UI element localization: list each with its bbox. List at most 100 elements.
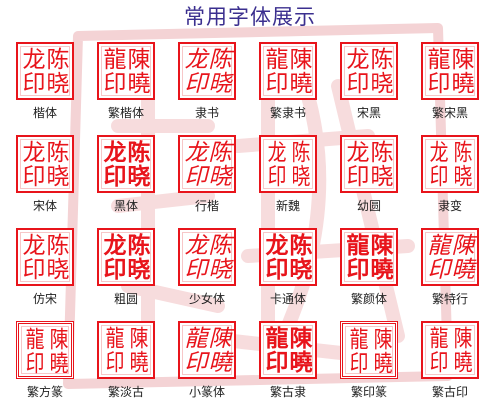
seal-sample: 龍陳印曉	[259, 42, 317, 100]
seal-character: 龙	[267, 140, 287, 166]
seal-character: 曉	[451, 257, 475, 283]
seal-sample: 龙陈印晓	[178, 228, 236, 286]
font-name-label: 隶书	[194, 106, 219, 120]
seal-sample: 龍陳印曉	[97, 321, 155, 379]
seal-character: 晓	[127, 257, 151, 283]
seal-character: 陈	[46, 140, 70, 166]
seal-character: 曉	[370, 257, 394, 283]
font-sample-cell: 龙陈印晓少女体	[170, 226, 244, 316]
seal-character: 晓	[370, 71, 394, 97]
font-name-label: 小篆体	[188, 385, 225, 399]
seal-sample: 龙陈印晓	[97, 135, 155, 193]
seal-inner-border	[101, 139, 151, 189]
font-sample-cell: 龍陳印曉繁隶书	[251, 40, 325, 130]
font-sample-cell: 龍陳印曉繁特行	[413, 226, 487, 316]
seal-inner-border	[425, 325, 475, 375]
seal-character: 陳	[127, 47, 151, 73]
seal-character: 龍	[429, 326, 449, 352]
seal-character: 印	[103, 164, 127, 190]
font-sample-cell: 龙陈印晓卡通体	[251, 226, 325, 316]
seal-character: 龙	[103, 140, 127, 166]
seal-character: 陳	[453, 326, 473, 352]
seal-inner-border	[182, 139, 232, 189]
font-sample-cell: 龙陈印晓宋体	[8, 133, 82, 223]
font-name-label: 宋体	[32, 199, 57, 213]
seal-character: 印	[346, 164, 370, 190]
seal-inner-border	[344, 232, 394, 282]
seal-character: 陳	[49, 327, 69, 353]
seal-character: 龍	[427, 47, 451, 73]
font-sample-cell: 龍陳印曉繁古隶	[251, 319, 325, 409]
seal-sample: 龙陈印晓	[97, 228, 155, 286]
seal-character: 陳	[451, 47, 475, 73]
seal-sample: 龍陳印曉	[421, 228, 479, 286]
font-sample-cell: 龙陈印晓隶书	[170, 40, 244, 130]
font-sample-cell: 龍陳印曉繁颜体	[332, 226, 406, 316]
font-sample-cell: 龍陳印曉小篆体	[170, 319, 244, 409]
font-sample-cell: 龙陈印晓幼圆	[332, 133, 406, 223]
seal-character: 曉	[451, 71, 475, 97]
seal-character: 曉	[129, 350, 149, 376]
seal-sample: 龍陳印曉	[178, 321, 236, 379]
seal-character: 印	[25, 351, 45, 377]
seal-character: 印	[103, 71, 127, 97]
seal-inner-border	[263, 46, 313, 96]
font-sample-cell: 龙陈印晓新魏	[251, 133, 325, 223]
font-name-label: 粗圆	[113, 292, 138, 306]
seal-character: 印	[265, 350, 289, 376]
seal-character: 龙	[184, 140, 208, 166]
seal-sample: 龍陳印曉	[340, 228, 398, 286]
seal-character: 晓	[127, 164, 151, 190]
seal-character: 印	[22, 257, 46, 283]
font-name-label: 繁古隶	[269, 385, 306, 399]
seal-character: 龍	[346, 233, 370, 259]
seal-inner-border	[425, 46, 475, 96]
seal-character: 印	[267, 164, 287, 190]
seal-inner-border	[425, 232, 475, 282]
seal-character: 印	[346, 71, 370, 97]
seal-inner-border	[101, 325, 151, 375]
seal-character: 曉	[289, 350, 313, 376]
seal-character: 印	[184, 257, 208, 283]
font-sample-cell: 龙陈印晓楷体	[8, 40, 82, 130]
seal-character: 龍	[25, 327, 45, 353]
seal-character: 印	[184, 164, 208, 190]
font-sample-cell: 龍陳印曉繁淡古	[89, 319, 163, 409]
seal-character: 晓	[46, 257, 70, 283]
seal-inner-border	[263, 325, 313, 375]
seal-character: 龙	[346, 47, 370, 73]
font-name-label: 繁方篆	[26, 385, 63, 399]
seal-character: 曉	[127, 71, 151, 97]
seal-inner-border	[20, 139, 70, 189]
seal-character: 陈	[127, 233, 151, 259]
seal-inner-border	[425, 139, 475, 189]
seal-sample: 龍陳印曉	[259, 321, 317, 379]
font-name-label: 宋黑	[356, 106, 381, 120]
seal-character: 陈	[208, 47, 232, 73]
seal-character: 印	[184, 71, 208, 97]
seal-character: 陳	[289, 47, 313, 73]
font-name-label: 繁楷体	[107, 106, 144, 120]
seal-sample: 龙陈印晓	[340, 135, 398, 193]
font-name-label: 繁颜体	[350, 292, 387, 306]
seal-inner-border	[20, 232, 70, 282]
seal-character: 龙	[346, 140, 370, 166]
seal-character: 龍	[103, 47, 127, 73]
seal-character: 晓	[46, 71, 70, 97]
seal-inner-border	[21, 326, 69, 374]
seal-character: 陈	[127, 140, 151, 166]
seal-inner-border	[182, 325, 232, 375]
seal-sample: 龙陈印晓	[421, 135, 479, 193]
seal-character: 陳	[129, 326, 149, 352]
seal-character: 陳	[208, 326, 232, 352]
seal-sample: 龍陳印曉	[97, 42, 155, 100]
seal-sample: 龙陈印晓	[178, 42, 236, 100]
seal-character: 晓	[370, 164, 394, 190]
seal-character: 曉	[49, 351, 69, 377]
seal-character: 龙	[184, 233, 208, 259]
font-name-label: 繁印篆	[350, 385, 387, 399]
font-name-label: 楷体	[32, 106, 57, 120]
seal-character: 龙	[22, 47, 46, 73]
font-name-label: 卡通体	[269, 292, 306, 306]
font-name-label: 仿宋	[32, 292, 57, 306]
